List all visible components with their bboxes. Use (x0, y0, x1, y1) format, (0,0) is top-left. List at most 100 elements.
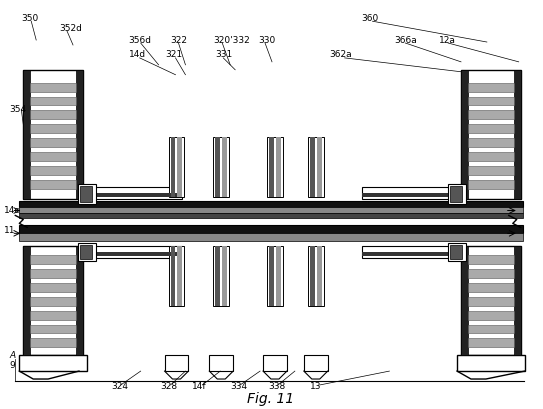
Bar (30, 310, 76, 319)
Text: 330: 330 (258, 36, 275, 45)
Bar (76, 70, 83, 199)
Bar (30, 110, 76, 119)
Text: 356d: 356d (129, 36, 151, 45)
Bar (30, 283, 76, 292)
Text: 320'332: 320'332 (213, 36, 250, 45)
Bar (276, 137, 281, 197)
Text: 13: 13 (310, 382, 321, 391)
Bar (165, 355, 188, 371)
Bar (448, 243, 466, 261)
Bar (20, 213, 523, 218)
Text: 362a: 362a (330, 50, 352, 59)
Bar (23, 70, 83, 199)
Bar (213, 246, 229, 306)
Bar (362, 193, 461, 197)
Text: 331: 331 (215, 50, 232, 59)
Bar (213, 137, 229, 197)
Bar (267, 137, 283, 197)
Bar (269, 137, 274, 197)
Bar (514, 70, 521, 199)
Bar (308, 246, 324, 306)
Bar (23, 246, 30, 355)
Text: Fig. 11: Fig. 11 (248, 392, 294, 406)
Bar (78, 243, 96, 261)
Text: 354: 354 (9, 105, 27, 114)
Bar (461, 70, 468, 199)
Text: A: A (9, 351, 15, 360)
Bar (362, 252, 461, 256)
Bar (457, 355, 525, 371)
Bar (317, 246, 322, 306)
Bar (30, 324, 76, 333)
Bar (468, 166, 514, 175)
Bar (215, 246, 220, 306)
Bar (468, 310, 514, 319)
Bar (468, 297, 514, 306)
Bar (171, 137, 175, 197)
Bar (76, 246, 83, 355)
Bar (30, 166, 76, 175)
Bar (80, 186, 92, 202)
Bar (468, 97, 514, 106)
Bar (310, 137, 315, 197)
Text: 328: 328 (161, 382, 178, 391)
Bar (20, 355, 87, 371)
Bar (468, 324, 514, 333)
Bar (317, 137, 322, 197)
Bar (263, 355, 287, 371)
Bar (222, 246, 227, 306)
Bar (20, 225, 523, 233)
Bar (168, 246, 185, 306)
Bar (30, 269, 76, 278)
Bar (30, 180, 76, 189)
Text: 321: 321 (166, 50, 182, 59)
Text: 350: 350 (21, 14, 39, 23)
Text: 12a: 12a (439, 36, 456, 45)
Bar (468, 180, 514, 189)
Bar (308, 137, 324, 197)
Bar (20, 233, 523, 241)
Text: 352d: 352d (59, 24, 82, 33)
Bar (30, 83, 76, 92)
Bar (78, 184, 96, 204)
Text: 9: 9 (9, 361, 15, 370)
Bar (20, 207, 523, 213)
Bar (276, 246, 281, 306)
Bar (83, 193, 182, 197)
Bar (30, 297, 76, 306)
Bar (83, 246, 182, 258)
Bar (450, 186, 462, 202)
Bar (178, 137, 182, 197)
Bar (171, 246, 175, 306)
Bar (310, 246, 315, 306)
Bar (30, 255, 76, 264)
Bar (468, 83, 514, 92)
Bar (468, 110, 514, 119)
Bar (468, 338, 514, 347)
Bar (304, 355, 328, 371)
Bar (80, 245, 92, 259)
Text: 322: 322 (171, 36, 187, 45)
Text: 14c: 14c (4, 206, 21, 215)
Bar (468, 269, 514, 278)
Bar (362, 246, 461, 258)
Bar (30, 124, 76, 133)
Text: 324: 324 (111, 382, 128, 391)
Bar (468, 138, 514, 147)
Bar (30, 97, 76, 106)
Bar (178, 246, 182, 306)
Text: 334: 334 (230, 382, 248, 391)
Bar (23, 70, 30, 199)
Bar (222, 137, 227, 197)
Bar (468, 152, 514, 161)
Bar (215, 137, 220, 197)
Text: 11: 11 (4, 226, 16, 235)
Bar (269, 246, 274, 306)
Bar (450, 245, 462, 259)
Text: 14d: 14d (129, 50, 146, 59)
Text: 360: 360 (362, 14, 379, 23)
Bar (468, 255, 514, 264)
Bar (83, 187, 182, 199)
Bar (30, 152, 76, 161)
Bar (362, 187, 461, 199)
